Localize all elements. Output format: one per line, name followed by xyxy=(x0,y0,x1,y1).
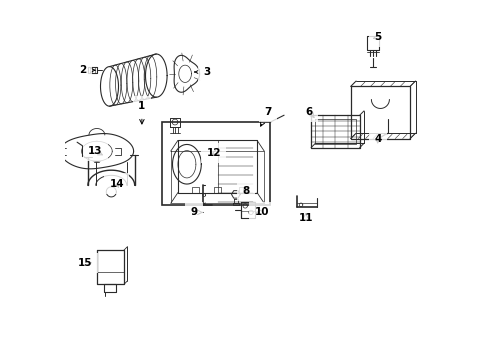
Text: 1: 1 xyxy=(138,101,145,124)
Text: 4: 4 xyxy=(373,134,381,144)
Bar xyxy=(162,122,269,205)
Text: 2: 2 xyxy=(80,65,95,75)
Text: 13: 13 xyxy=(88,146,102,156)
Text: 6: 6 xyxy=(305,107,313,118)
Text: 8: 8 xyxy=(242,186,249,196)
Text: 10: 10 xyxy=(254,207,268,217)
Text: 14: 14 xyxy=(109,179,124,189)
Text: 11: 11 xyxy=(298,213,312,223)
Text: 5: 5 xyxy=(373,32,381,42)
Text: 3: 3 xyxy=(194,67,210,77)
Text: 15: 15 xyxy=(78,258,92,268)
Text: 12: 12 xyxy=(206,148,221,158)
Text: 7: 7 xyxy=(260,107,271,126)
Text: 9: 9 xyxy=(190,207,203,217)
